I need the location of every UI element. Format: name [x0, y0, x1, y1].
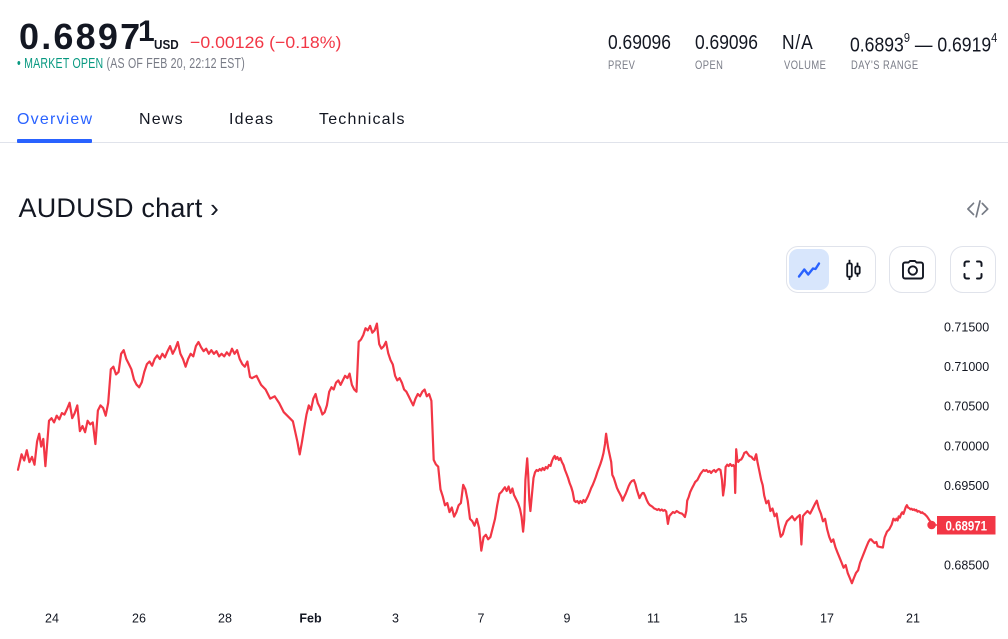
svg-text:24: 24 [45, 612, 59, 626]
svg-text:15: 15 [734, 612, 748, 626]
svg-text:7: 7 [478, 612, 485, 626]
svg-text:0.71500: 0.71500 [944, 321, 989, 335]
svg-text:0.69500: 0.69500 [944, 479, 989, 493]
svg-text:0.68971: 0.68971 [946, 517, 988, 533]
svg-text:21: 21 [906, 612, 920, 626]
svg-text:28: 28 [218, 612, 232, 626]
svg-text:26: 26 [132, 612, 146, 626]
svg-text:9: 9 [564, 612, 571, 626]
svg-text:17: 17 [820, 612, 834, 626]
svg-text:0.70000: 0.70000 [944, 439, 989, 453]
svg-text:0.71000: 0.71000 [944, 360, 989, 374]
svg-text:0.68500: 0.68500 [944, 559, 989, 573]
svg-text:Feb: Feb [299, 612, 322, 626]
svg-text:11: 11 [647, 612, 660, 626]
svg-text:0.70500: 0.70500 [944, 400, 989, 414]
svg-text:3: 3 [392, 612, 399, 626]
